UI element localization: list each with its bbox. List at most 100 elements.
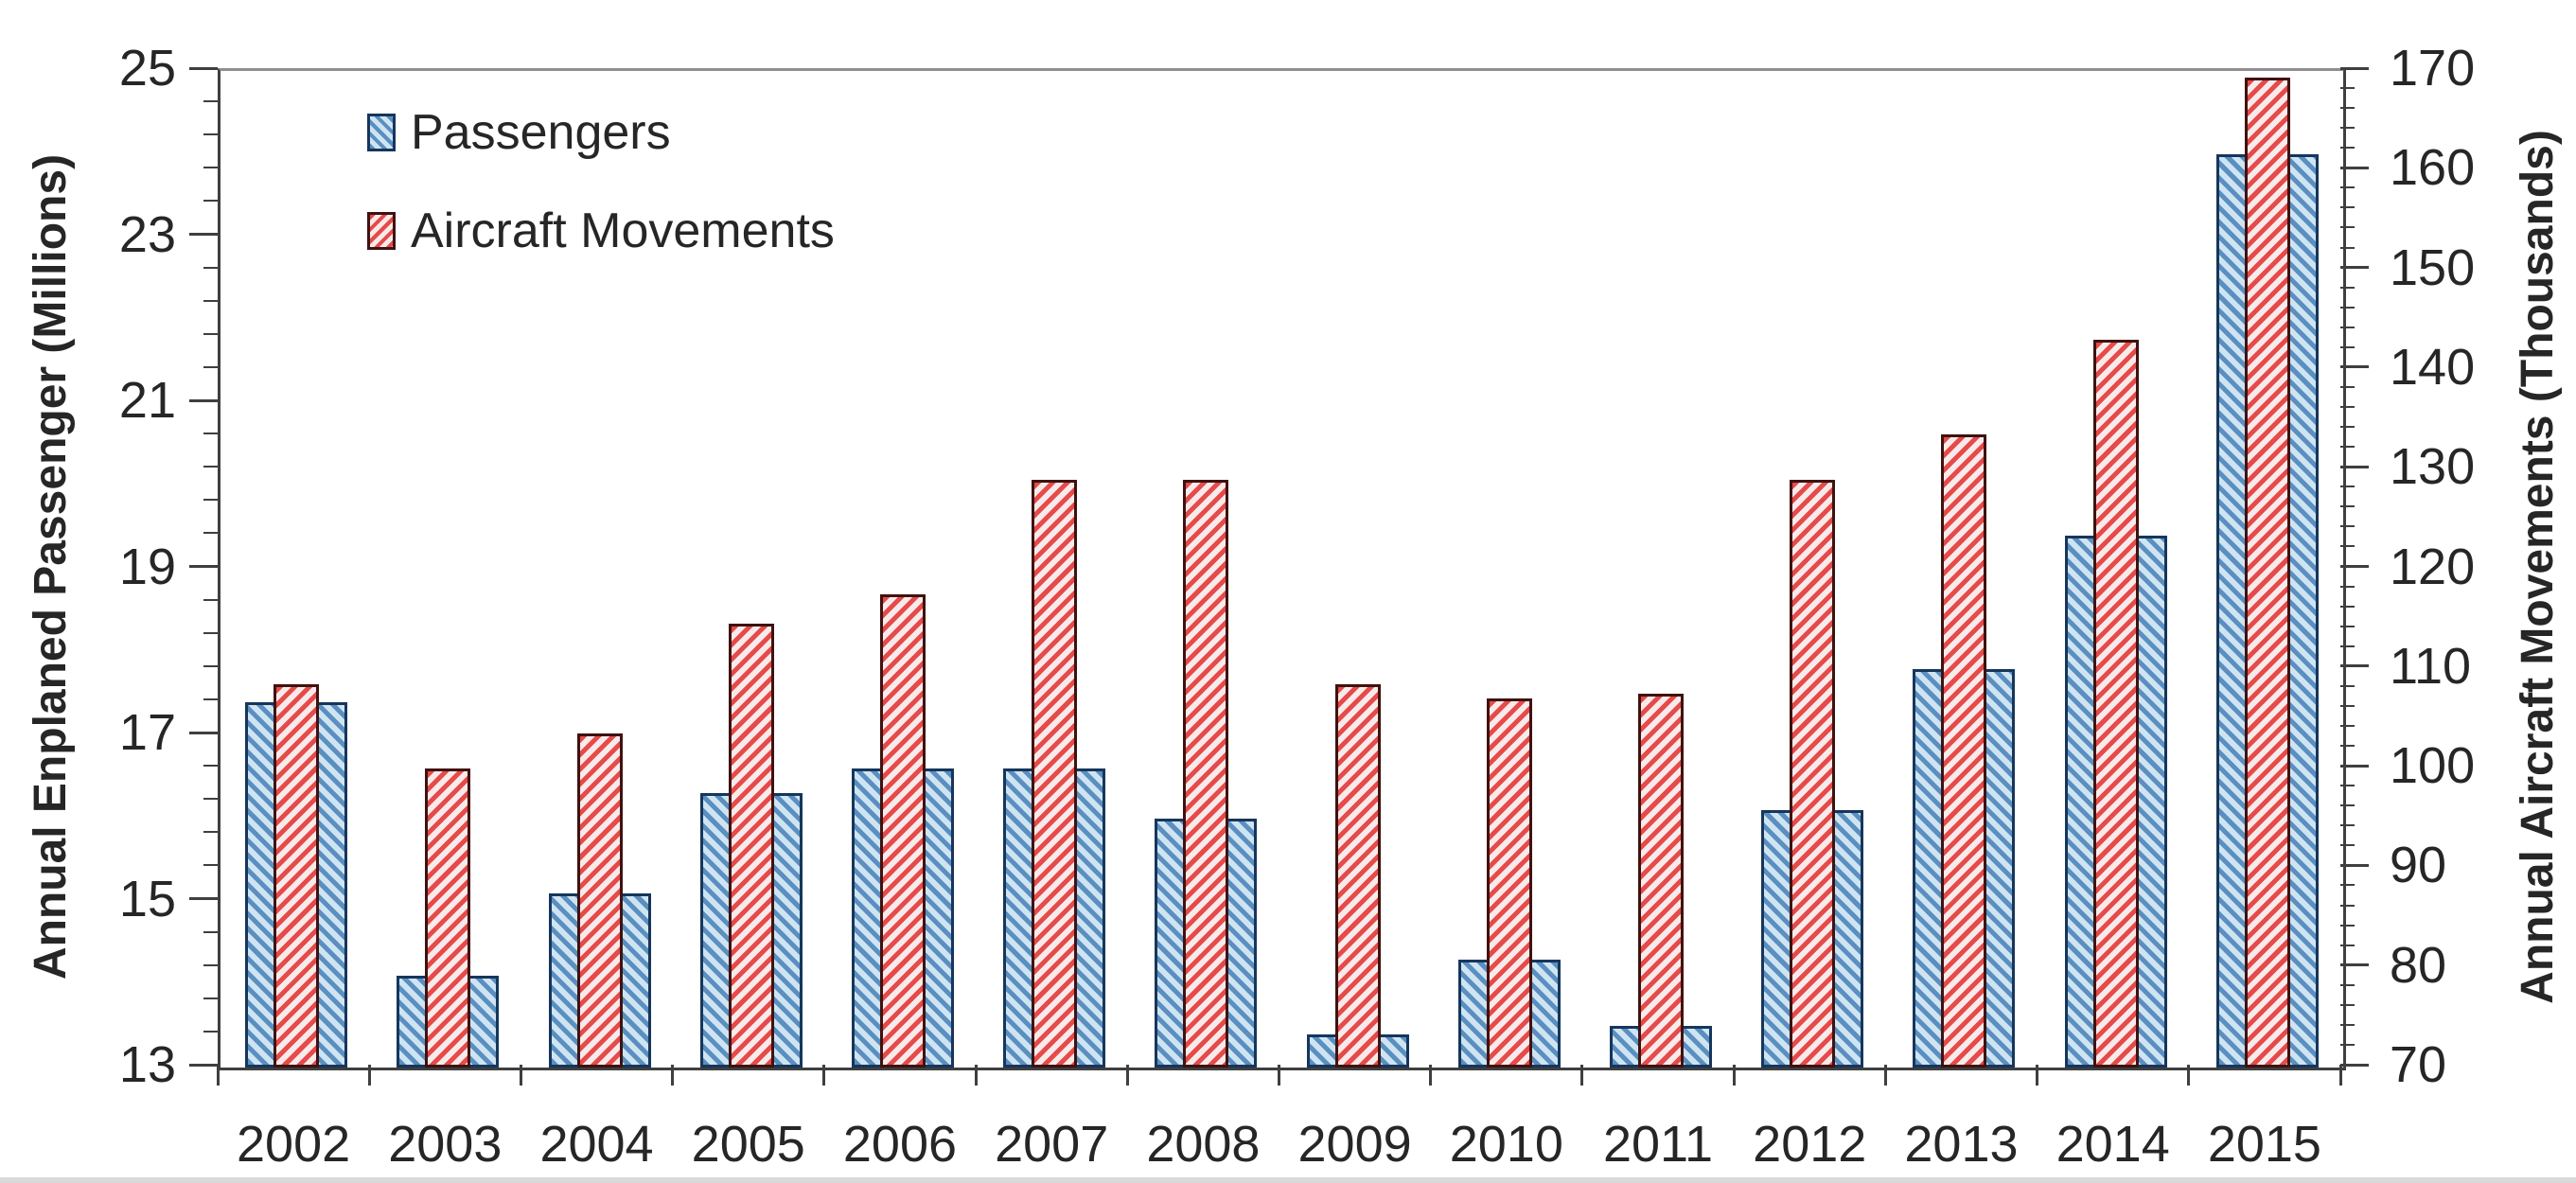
y-right-tick-label-130: 130 <box>2390 438 2476 496</box>
y-right-minor-tick <box>2340 1003 2355 1006</box>
bar-group-2010 <box>1434 71 1585 1068</box>
y-axis-right-title: Annual Aircraft Movements (Thousands) <box>2513 129 2563 1004</box>
y-left-minor-tick <box>203 466 218 468</box>
y-right-minor-tick <box>2340 345 2355 348</box>
y-right-minor-tick <box>2340 226 2355 229</box>
y-right-minor-tick <box>2340 545 2355 548</box>
y-right-major-tick <box>2340 664 2369 668</box>
y-left-minor-tick <box>203 499 218 502</box>
y-left-minor-tick <box>203 433 218 435</box>
y-right-minor-tick <box>2340 286 2355 289</box>
legend-label-passengers: Passengers <box>411 105 671 160</box>
y-left-minor-tick <box>203 133 218 136</box>
y-right-minor-tick <box>2340 824 2355 827</box>
x-axis-tick <box>974 1065 978 1086</box>
x-axis-tick <box>1883 1065 1887 1086</box>
y-left-major-tick <box>189 1063 218 1067</box>
passengers-swatch-icon <box>367 114 396 151</box>
y-right-tick-label-110: 110 <box>2390 637 2472 695</box>
bar-aircraft-movements-2008 <box>1183 480 1229 1068</box>
bar-group-2004 <box>523 71 675 1068</box>
y-right-minor-tick <box>2340 745 2355 748</box>
y-right-minor-tick <box>2340 486 2355 488</box>
y-left-minor-tick <box>203 100 218 103</box>
y-right-tick-label-80: 80 <box>2390 936 2447 994</box>
y-right-minor-tick <box>2340 246 2355 249</box>
y-right-minor-tick <box>2340 804 2355 807</box>
bar-group-2007 <box>979 71 1130 1068</box>
y-right-major-tick <box>2340 66 2369 70</box>
x-tick-label-2014: 2014 <box>2056 1116 2170 1173</box>
legend: Passengers Aircraft Movements <box>367 105 835 307</box>
y-right-major-tick <box>2340 465 2369 468</box>
legend-item-aircraft-movements: Aircraft Movements <box>367 203 835 258</box>
y-left-minor-tick <box>203 266 218 269</box>
y-right-minor-tick <box>2340 446 2355 449</box>
bar-aircraft-movements-2007 <box>1032 480 1078 1068</box>
bar-aircraft-movements-2015 <box>2244 78 2290 1068</box>
y-left-minor-tick <box>203 765 218 768</box>
y-right-minor-tick <box>2340 87 2355 90</box>
y-right-minor-tick <box>2340 724 2355 727</box>
bar-group-2013 <box>1888 71 2039 1068</box>
y-right-minor-tick <box>2340 1043 2355 1046</box>
y-left-minor-tick <box>203 365 218 368</box>
x-tick-label-2008: 2008 <box>1146 1116 1261 1173</box>
bar-aircraft-movements-2013 <box>1941 434 1987 1068</box>
bar-group-2003 <box>372 71 523 1068</box>
y-left-minor-tick <box>203 864 218 867</box>
x-axis-tick <box>216 1065 220 1086</box>
y-right-major-tick <box>2340 266 2369 270</box>
y-left-minor-tick <box>203 664 218 667</box>
y-right-minor-tick <box>2340 644 2355 647</box>
y-left-minor-tick <box>203 631 218 634</box>
y-left-minor-tick <box>203 831 218 834</box>
y-right-minor-tick <box>2340 147 2355 150</box>
aircraft-movements-swatch-icon <box>367 212 396 250</box>
y-right-tick-label-170: 170 <box>2390 40 2476 97</box>
y-right-minor-tick <box>2340 326 2355 328</box>
bar-group-2015 <box>2192 71 2343 1068</box>
y-right-major-tick <box>2340 963 2369 967</box>
bar-group-2012 <box>1737 71 1888 1068</box>
y-right-minor-tick <box>2340 505 2355 508</box>
y-left-minor-tick <box>203 532 218 535</box>
x-tick-label-2007: 2007 <box>995 1116 1109 1173</box>
y-left-tick-label-23: 23 <box>118 205 176 263</box>
x-axis-tick <box>519 1065 522 1086</box>
bar-aircraft-movements-2003 <box>425 768 471 1068</box>
y-left-major-tick <box>189 66 218 70</box>
legend-label-aircraft-movements: Aircraft Movements <box>411 203 835 258</box>
bar-group-2005 <box>676 71 827 1068</box>
bar-aircraft-movements-2005 <box>728 624 774 1068</box>
bar-aircraft-movements-2014 <box>2092 340 2139 1068</box>
y-right-major-tick <box>2340 863 2369 867</box>
bar-aircraft-movements-2011 <box>1638 694 1685 1068</box>
y-right-minor-tick <box>2340 605 2355 608</box>
y-right-major-tick <box>2340 1063 2369 1067</box>
y-left-major-tick <box>189 398 218 402</box>
y-right-tick-label-160: 160 <box>2390 139 2476 197</box>
x-axis-tick <box>2187 1065 2191 1086</box>
x-tick-label-2005: 2005 <box>691 1116 805 1173</box>
bar-group-2009 <box>1282 71 1434 1068</box>
y-right-tick-label-100: 100 <box>2390 737 2476 795</box>
x-tick-label-2010: 2010 <box>1449 1116 1563 1173</box>
x-tick-label-2015: 2015 <box>2207 1116 2321 1173</box>
bar-group-2006 <box>827 71 979 1068</box>
x-axis-tick <box>1429 1065 1433 1086</box>
y-right-minor-tick <box>2340 306 2355 309</box>
y-left-minor-tick <box>203 798 218 801</box>
bar-aircraft-movements-2009 <box>1334 684 1381 1068</box>
y-left-minor-tick <box>203 930 218 933</box>
y-right-tick-label-70: 70 <box>2390 1036 2447 1093</box>
y-left-minor-tick <box>203 997 218 999</box>
plot-area <box>218 68 2346 1070</box>
legend-item-passengers: Passengers <box>367 105 835 160</box>
y-right-minor-tick <box>2340 186 2355 189</box>
y-right-minor-tick <box>2340 944 2355 946</box>
y-right-tick-label-140: 140 <box>2390 338 2476 396</box>
y-right-minor-tick <box>2340 924 2355 927</box>
x-tick-label-2013: 2013 <box>1904 1116 2019 1173</box>
x-tick-label-2003: 2003 <box>388 1116 503 1173</box>
